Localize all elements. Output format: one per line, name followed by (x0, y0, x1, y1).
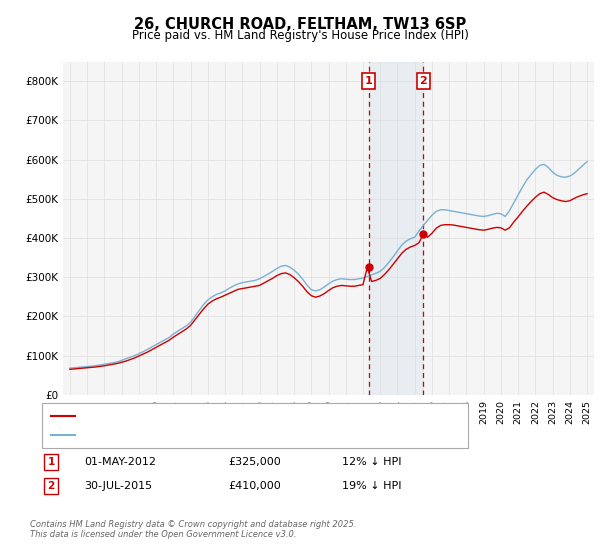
Text: HPI: Average price, semi-detached house, Hounslow: HPI: Average price, semi-detached house,… (81, 431, 353, 441)
Text: 19% ↓ HPI: 19% ↓ HPI (342, 481, 401, 491)
Text: 1: 1 (365, 76, 373, 86)
Text: 26, CHURCH ROAD, FELTHAM, TW13 6SP (semi-detached house): 26, CHURCH ROAD, FELTHAM, TW13 6SP (semi… (81, 410, 415, 421)
Text: 26, CHURCH ROAD, FELTHAM, TW13 6SP: 26, CHURCH ROAD, FELTHAM, TW13 6SP (134, 17, 466, 32)
Text: Price paid vs. HM Land Registry's House Price Index (HPI): Price paid vs. HM Land Registry's House … (131, 29, 469, 42)
Text: 12% ↓ HPI: 12% ↓ HPI (342, 457, 401, 467)
Text: Contains HM Land Registry data © Crown copyright and database right 2025.
This d: Contains HM Land Registry data © Crown c… (30, 520, 356, 539)
Text: £410,000: £410,000 (228, 481, 281, 491)
Bar (368, 62, 424, 395)
Text: 2: 2 (419, 76, 427, 86)
Text: £325,000: £325,000 (228, 457, 281, 467)
Text: 2: 2 (47, 481, 55, 491)
Text: 1: 1 (47, 457, 55, 467)
Text: 30-JUL-2015: 30-JUL-2015 (84, 481, 152, 491)
Text: 01-MAY-2012: 01-MAY-2012 (84, 457, 156, 467)
